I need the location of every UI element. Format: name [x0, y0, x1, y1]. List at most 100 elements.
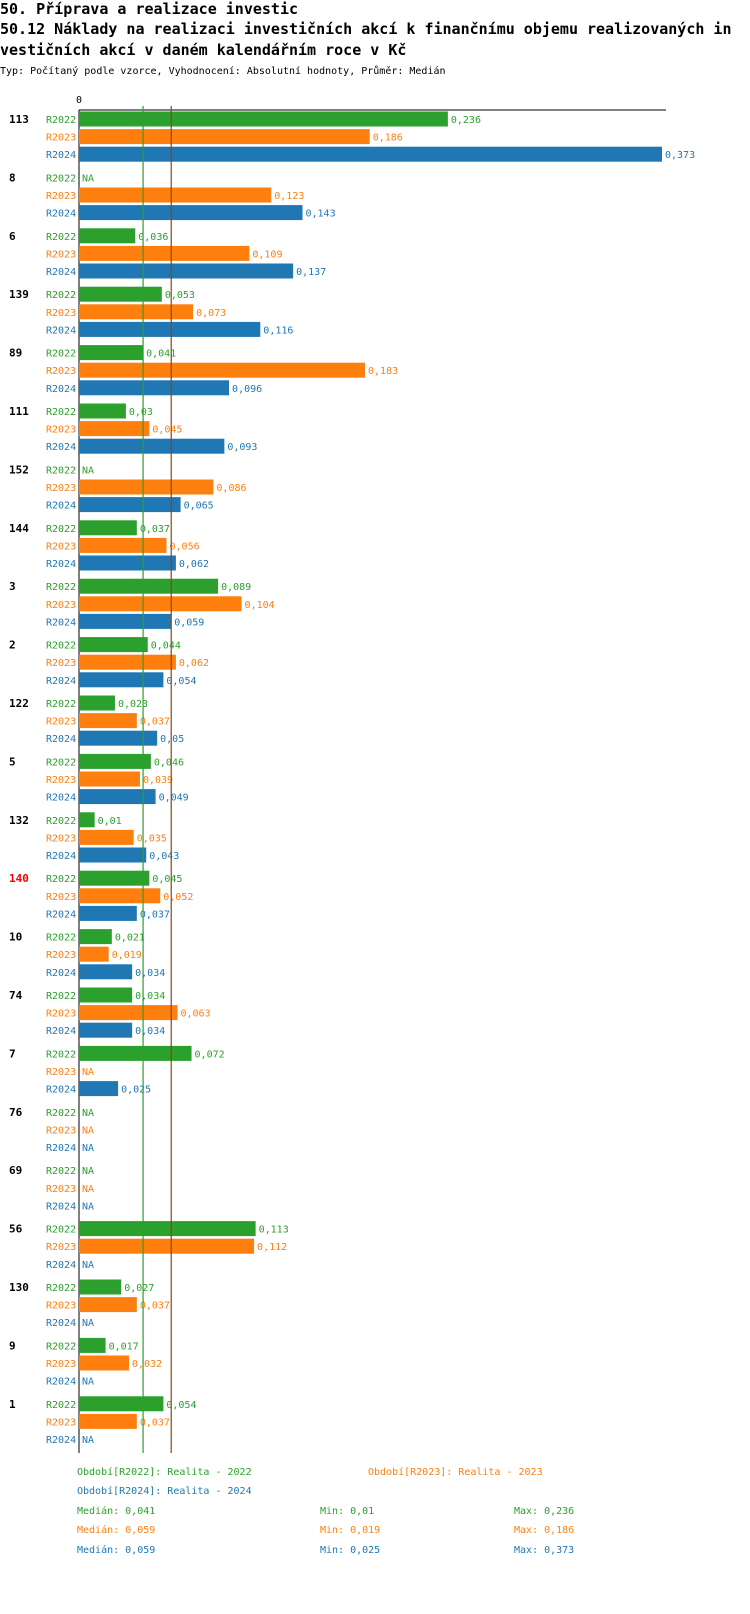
bar	[79, 1355, 130, 1371]
bar	[79, 479, 214, 495]
series-label: R2024	[46, 150, 76, 161]
bar	[79, 987, 133, 1003]
series-label: R2022	[46, 1283, 76, 1294]
data-label: 0,037	[140, 717, 170, 728]
series-label: R2024	[46, 1143, 76, 1154]
series-label: R2023	[46, 308, 76, 319]
bar	[79, 1221, 256, 1237]
data-label: 0,045	[152, 874, 182, 885]
chart-subtitle: Typ: Počítaný podle vzorce, Vyhodnocení:…	[0, 66, 446, 77]
data-label: 0,044	[151, 641, 181, 652]
series-label: R2022	[46, 465, 76, 476]
series-label: R2023	[46, 658, 76, 669]
group-label: 9	[9, 1339, 16, 1352]
group-label: 69	[9, 1164, 22, 1177]
bar	[79, 245, 250, 261]
bar	[79, 146, 662, 162]
na-label: NA	[82, 1143, 94, 1154]
legend-r2022: Období[R2022]: Realita - 2022	[77, 1467, 252, 1478]
bar	[79, 888, 161, 904]
na-label: NA	[82, 1166, 94, 1177]
na-label: NA	[82, 1125, 94, 1136]
bar	[79, 812, 95, 828]
series-label: R2024	[46, 559, 76, 570]
stats-median-r2023: Medián: 0,059	[77, 1525, 156, 1536]
stats-min-r2024: Min: 0,025	[320, 1545, 381, 1556]
data-label: 0,093	[227, 442, 257, 453]
series-label: R2024	[46, 267, 76, 278]
data-label: 0,104	[245, 600, 275, 611]
series-label: R2022	[46, 991, 76, 1002]
series-label: R2022	[46, 407, 76, 418]
series-label: R2024	[46, 793, 76, 804]
data-label: 0,049	[159, 793, 189, 804]
data-label: 0,021	[115, 933, 145, 944]
data-label: 0,05	[160, 734, 184, 745]
data-label: 0,045	[152, 425, 182, 436]
data-label: 0,01	[98, 816, 122, 827]
data-label: 0,086	[216, 483, 246, 494]
group-label: 3	[9, 580, 16, 593]
series-label: R2022	[46, 349, 76, 360]
data-label: 0,032	[132, 1359, 162, 1370]
group-label: 122	[9, 697, 29, 710]
stats-max-r2022: Max: 0,236	[514, 1506, 575, 1517]
bar	[79, 1337, 106, 1353]
bar	[79, 380, 230, 396]
bar	[79, 713, 137, 729]
series-label: R2024	[46, 501, 76, 512]
series-label: R2023	[46, 1067, 76, 1078]
bar	[79, 1081, 119, 1097]
data-label: 0,035	[137, 833, 167, 844]
series-label: R2022	[46, 757, 76, 768]
bar	[79, 555, 176, 571]
series-label: R2024	[46, 1435, 76, 1446]
bar	[79, 789, 156, 805]
page-title: 50. Příprava a realizace investic	[0, 0, 299, 18]
series-label: R2023	[46, 950, 76, 961]
series-label: R2023	[46, 775, 76, 786]
group-label: 2	[9, 639, 16, 652]
data-label: 0,096	[232, 384, 262, 395]
bar	[79, 362, 366, 378]
bar	[79, 905, 137, 921]
series-label: R2024	[46, 442, 76, 453]
series-label: R2022	[46, 641, 76, 652]
bar	[79, 304, 194, 320]
bar	[79, 403, 126, 419]
data-label: 0,023	[118, 699, 148, 710]
data-label: 0,019	[112, 950, 142, 961]
bar	[79, 1297, 137, 1313]
data-label: 0,062	[179, 658, 209, 669]
data-label: 0,186	[373, 133, 403, 144]
group-label: 74	[9, 989, 23, 1002]
bar	[79, 596, 242, 612]
data-label: 0,037	[140, 1301, 170, 1312]
data-label: 0,073	[196, 308, 226, 319]
stats-min-r2022: Min: 0,01	[320, 1506, 375, 1517]
bar	[79, 637, 148, 653]
series-label: R2023	[46, 1301, 76, 1312]
series-label: R2023	[46, 425, 76, 436]
bar	[79, 1238, 255, 1254]
na-label: NA	[82, 1260, 94, 1271]
group-label: 139	[9, 288, 29, 301]
data-label: 0,037	[140, 1417, 170, 1428]
series-label: R2024	[46, 617, 76, 628]
bar	[79, 438, 225, 454]
data-label: 0,027	[124, 1283, 154, 1294]
group-label: 130	[9, 1281, 29, 1294]
group-label: 76	[9, 1106, 23, 1119]
series-label: R2022	[46, 232, 76, 243]
series-label: R2024	[46, 1260, 76, 1271]
series-label: R2022	[46, 115, 76, 126]
series-label: R2023	[46, 1009, 76, 1020]
data-label: 0,034	[135, 968, 165, 979]
bar	[79, 286, 162, 302]
series-label: R2022	[46, 1225, 76, 1236]
series-label: R2022	[46, 173, 76, 184]
bar	[79, 613, 172, 629]
na-label: NA	[82, 1377, 94, 1388]
bar	[79, 205, 303, 221]
group-label: 144	[9, 522, 29, 535]
